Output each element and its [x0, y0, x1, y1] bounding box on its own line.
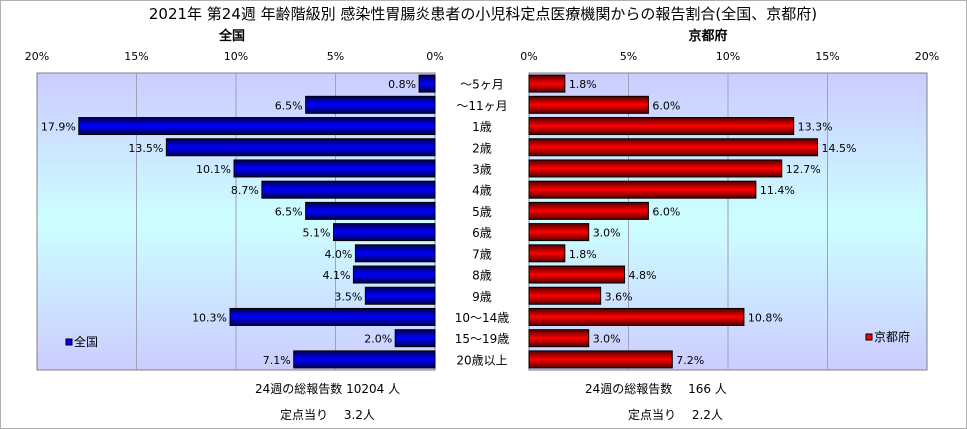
national-bar: [165, 138, 436, 157]
national-tick-label: 20%: [25, 50, 49, 63]
national-data-label: 3.5%: [334, 290, 362, 303]
category-label: 9歳: [472, 290, 492, 304]
kyoto-data-label: 6.0%: [652, 205, 680, 218]
kyoto-bar: [528, 286, 602, 305]
national-data-label: 17.9%: [41, 121, 76, 134]
national-subtitle: 全国: [218, 28, 245, 44]
kyoto-subtitle: 京都府: [688, 28, 727, 44]
category-label: 8歳: [472, 269, 492, 283]
kyoto-total-note: 24週の総報告数 166 人: [585, 382, 727, 396]
kyoto-data-label: 1.8%: [569, 78, 597, 91]
kyoto-bar: [528, 244, 566, 263]
kyoto-data-label: 12.7%: [786, 163, 821, 176]
national-bar: [305, 95, 436, 114]
category-label: 4歳: [472, 184, 492, 198]
national-data-label: 7.1%: [263, 354, 291, 367]
national-data-label: 10.3%: [192, 311, 227, 324]
kyoto-data-label: 13.3%: [798, 121, 833, 134]
national-tick-label: 15%: [124, 50, 148, 63]
kyoto-tick-label: 15%: [815, 50, 839, 63]
national-data-label: 13.5%: [128, 142, 163, 155]
kyoto-data-label: 11.4%: [760, 184, 795, 197]
kyoto-tick-label: 20%: [915, 50, 939, 63]
national-bar: [354, 244, 436, 263]
kyoto-bar: [528, 180, 757, 199]
kyoto-bar: [528, 307, 745, 326]
kyoto-data-label: 14.5%: [822, 142, 857, 155]
kyoto-legend-label: 京都府: [874, 329, 910, 344]
kyoto-data-label: 6.0%: [652, 99, 680, 112]
national-bar: [333, 223, 436, 242]
national-bar: [293, 350, 436, 369]
national-data-label: 8.7%: [231, 184, 259, 197]
category-label: ～5ヶ月: [460, 78, 504, 92]
kyoto-bar: [528, 329, 590, 348]
category-label: 7歳: [472, 247, 492, 261]
category-label: 6歳: [472, 226, 492, 240]
national-bar: [233, 159, 436, 178]
kyoto-data-label: 10.8%: [748, 311, 783, 324]
national-data-label: 4.1%: [322, 269, 350, 282]
kyoto-bar: [528, 95, 649, 114]
category-label: 2歳: [472, 141, 492, 155]
kyoto-bar: [528, 117, 795, 136]
kyoto-per-site-note: 定点当り 2.2人: [628, 408, 723, 422]
kyoto-bar: [528, 138, 819, 157]
national-data-label: 2.0%: [364, 333, 392, 346]
category-label: 20歳以上: [456, 353, 507, 367]
national-legend-swatch: [65, 338, 73, 346]
national-data-label: 5.1%: [303, 227, 331, 240]
kyoto-bar: [528, 159, 783, 178]
national-bar: [229, 307, 436, 326]
kyoto-data-label: 4.8%: [629, 269, 657, 282]
kyoto-data-label: 3.0%: [593, 227, 621, 240]
national-data-label: 0.8%: [388, 78, 416, 91]
national-tick-label: 5%: [327, 50, 344, 63]
national-bar: [394, 329, 436, 348]
national-tick-label: 10%: [224, 50, 248, 63]
national-data-label: 4.0%: [324, 248, 352, 261]
kyoto-data-label: 7.2%: [676, 354, 704, 367]
category-label: 1歳: [472, 120, 492, 134]
kyoto-tick-label: 0%: [520, 50, 537, 63]
national-data-label: 6.5%: [275, 205, 303, 218]
kyoto-bar: [528, 201, 649, 220]
national-bar: [352, 265, 436, 284]
kyoto-data-label: 3.0%: [593, 333, 621, 346]
national-bar: [364, 286, 436, 305]
kyoto-bar: [528, 350, 673, 369]
category-label: ～11ヶ月: [456, 99, 507, 113]
category-label: 10～14歳: [455, 311, 510, 325]
kyoto-tick-label: 10%: [716, 50, 740, 63]
national-data-label: 6.5%: [275, 99, 303, 112]
kyoto-legend-swatch: [865, 333, 873, 341]
kyoto-bar: [528, 265, 626, 284]
national-bar: [305, 201, 436, 220]
national-bar: [418, 74, 436, 93]
category-label: 3歳: [472, 162, 492, 176]
national-total-note: 24週の総報告数 10204 人: [255, 382, 401, 396]
national-per-site-note: 定点当り 3.2人: [280, 408, 375, 422]
kyoto-tick-label: 5%: [620, 50, 637, 63]
kyoto-bar: [528, 74, 566, 93]
category-label: 5歳: [472, 205, 492, 219]
national-bar: [78, 117, 436, 136]
national-bar: [261, 180, 436, 199]
national-tick-label: 0%: [426, 50, 443, 63]
chart-title: 2021年 第24週 年齢階級別 感染性胃腸炎患者の小児科定点医療機関からの報告…: [149, 5, 817, 23]
national-data-label: 10.1%: [196, 163, 231, 176]
national-legend-label: 全国: [74, 334, 98, 349]
kyoto-data-label: 3.6%: [605, 290, 633, 303]
category-label: 15～19歳: [455, 332, 510, 346]
kyoto-data-label: 1.8%: [569, 248, 597, 261]
kyoto-bar: [528, 223, 590, 242]
